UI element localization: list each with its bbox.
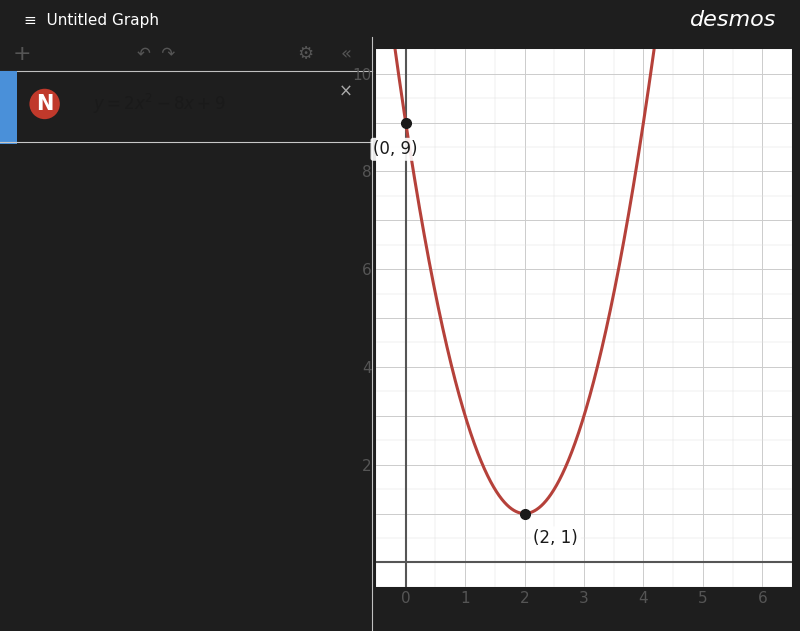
Text: «: «	[341, 45, 351, 63]
Text: +: +	[13, 44, 32, 64]
Text: ≡  Untitled Graph: ≡ Untitled Graph	[24, 13, 159, 28]
Text: desmos: desmos	[690, 10, 776, 30]
Text: ↶  ↷: ↶ ↷	[137, 45, 175, 63]
Text: ×: ×	[339, 83, 353, 100]
Text: (0, 9): (0, 9)	[373, 140, 418, 158]
Text: ⚙: ⚙	[297, 45, 313, 63]
Text: $y = 2x^2 - 8x + 9$: $y = 2x^2 - 8x + 9$	[93, 92, 226, 116]
Bar	[0, 71, 17, 144]
Text: (2, 1): (2, 1)	[534, 529, 578, 547]
Text: N: N	[36, 94, 54, 114]
